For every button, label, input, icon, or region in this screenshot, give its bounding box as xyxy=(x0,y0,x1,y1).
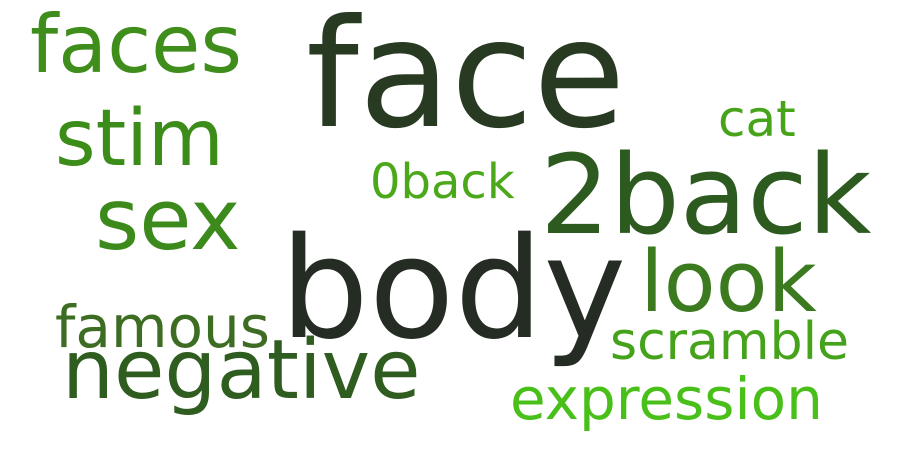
word-stim: stim xyxy=(55,94,224,184)
word-face: face xyxy=(306,0,626,162)
word-sex: sex xyxy=(95,171,241,270)
word-2back: 2back xyxy=(540,131,872,259)
word-negative: negative xyxy=(62,323,421,418)
word-expression: expression xyxy=(510,365,823,433)
word-0back: 0back xyxy=(370,154,515,210)
word-scramble: scramble xyxy=(610,312,850,372)
word-famous: famous xyxy=(55,293,270,361)
word-body: body xyxy=(280,208,627,371)
word-cat: cat xyxy=(718,90,796,148)
word-look: look xyxy=(640,233,817,332)
word-faces: faces xyxy=(30,0,243,91)
